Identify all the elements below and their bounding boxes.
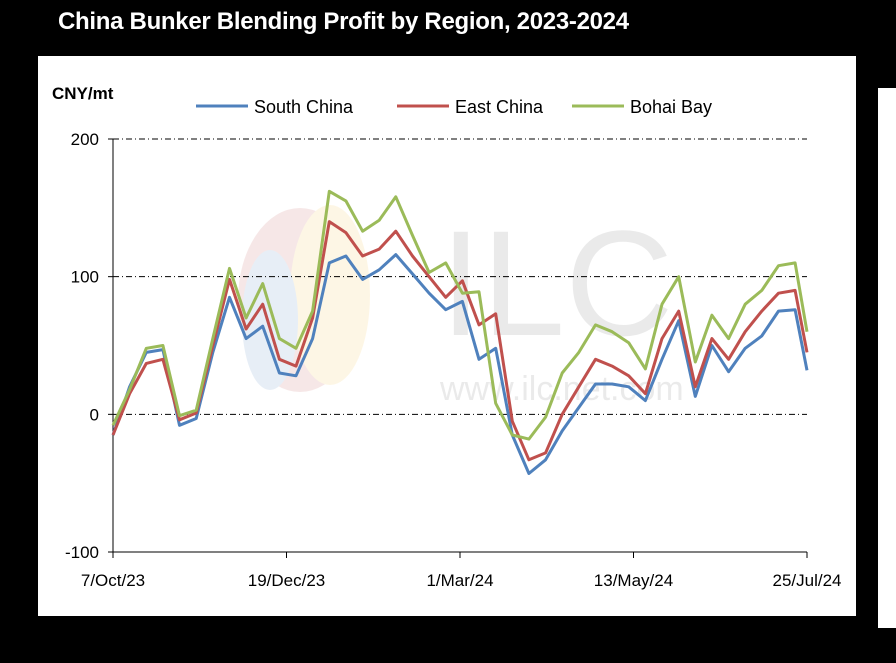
legend-label: Bohai Bay [630,97,712,117]
x-tick-label: 19/Dec/23 [248,571,326,590]
right-edge-strip [878,88,896,628]
series-line [111,189,809,441]
y-tick-label: 100 [71,268,99,287]
watermark-logo-shape-yellow [290,205,370,385]
y-tick-labels: -100 0 100 200 [65,130,113,562]
watermark-logo: ILC www.ilc.net.com [238,199,684,408]
x-tick-label: 7/Oct/23 [81,571,145,590]
y-axis-label: CNY/mt [52,84,114,103]
legend-label: South China [254,97,354,117]
x-tick-label: 1/Mar/24 [426,571,493,590]
series-lines [111,189,809,475]
chart-title: China Bunker Blending Profit by Region, … [58,8,629,35]
x-tick-labels: 7/Oct/23 19/Dec/23 1/Mar/24 13/May/24 25/Jul… [81,552,842,590]
legend-label: East China [455,97,544,117]
series-line [111,220,809,462]
x-tick-label: 13/May/24 [594,571,673,590]
chart-panel [38,56,856,616]
legend: South China East China Bohai Bay [196,97,712,117]
y-tick-label: 0 [90,405,99,424]
y-tick-label: 200 [71,130,99,149]
watermark-logo-shape-blue [242,250,298,390]
gridlines [113,138,807,415]
x-tick-label: 25/Jul/24 [773,571,842,590]
series-line [111,253,809,475]
y-tick-label: -100 [65,543,99,562]
watermark-logo-letters: ILC [440,199,673,367]
